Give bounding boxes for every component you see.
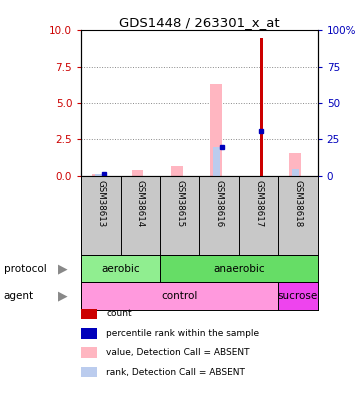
Bar xyxy=(278,282,318,310)
Text: GSM38616: GSM38616 xyxy=(215,180,224,227)
Bar xyxy=(213,147,220,176)
Text: protocol: protocol xyxy=(4,264,46,273)
Bar xyxy=(92,174,104,176)
Bar xyxy=(171,166,183,176)
Bar xyxy=(210,84,222,176)
Text: GSM38618: GSM38618 xyxy=(293,180,303,227)
Text: percentile rank within the sample: percentile rank within the sample xyxy=(106,329,260,338)
Text: value, Detection Call = ABSENT: value, Detection Call = ABSENT xyxy=(106,348,250,357)
Text: GSM38617: GSM38617 xyxy=(254,180,263,227)
Title: GDS1448 / 263301_x_at: GDS1448 / 263301_x_at xyxy=(119,16,280,29)
Text: agent: agent xyxy=(4,291,34,301)
Text: ▶: ▶ xyxy=(58,262,68,275)
Bar xyxy=(260,38,263,176)
Text: GSM38613: GSM38613 xyxy=(96,180,105,227)
Text: sucrose: sucrose xyxy=(278,291,318,301)
Text: count: count xyxy=(106,309,132,318)
Text: aerobic: aerobic xyxy=(101,264,140,273)
Text: control: control xyxy=(162,291,198,301)
Bar xyxy=(289,153,301,176)
Text: ▶: ▶ xyxy=(58,290,68,303)
Bar xyxy=(95,174,102,176)
Bar xyxy=(160,255,318,282)
Bar xyxy=(292,168,299,176)
Text: GSM38614: GSM38614 xyxy=(136,180,145,227)
Text: anaerobic: anaerobic xyxy=(213,264,265,273)
Bar xyxy=(132,170,143,176)
Text: rank, Detection Call = ABSENT: rank, Detection Call = ABSENT xyxy=(106,368,245,377)
Bar xyxy=(81,255,160,282)
Bar xyxy=(81,282,278,310)
Text: GSM38615: GSM38615 xyxy=(175,180,184,227)
